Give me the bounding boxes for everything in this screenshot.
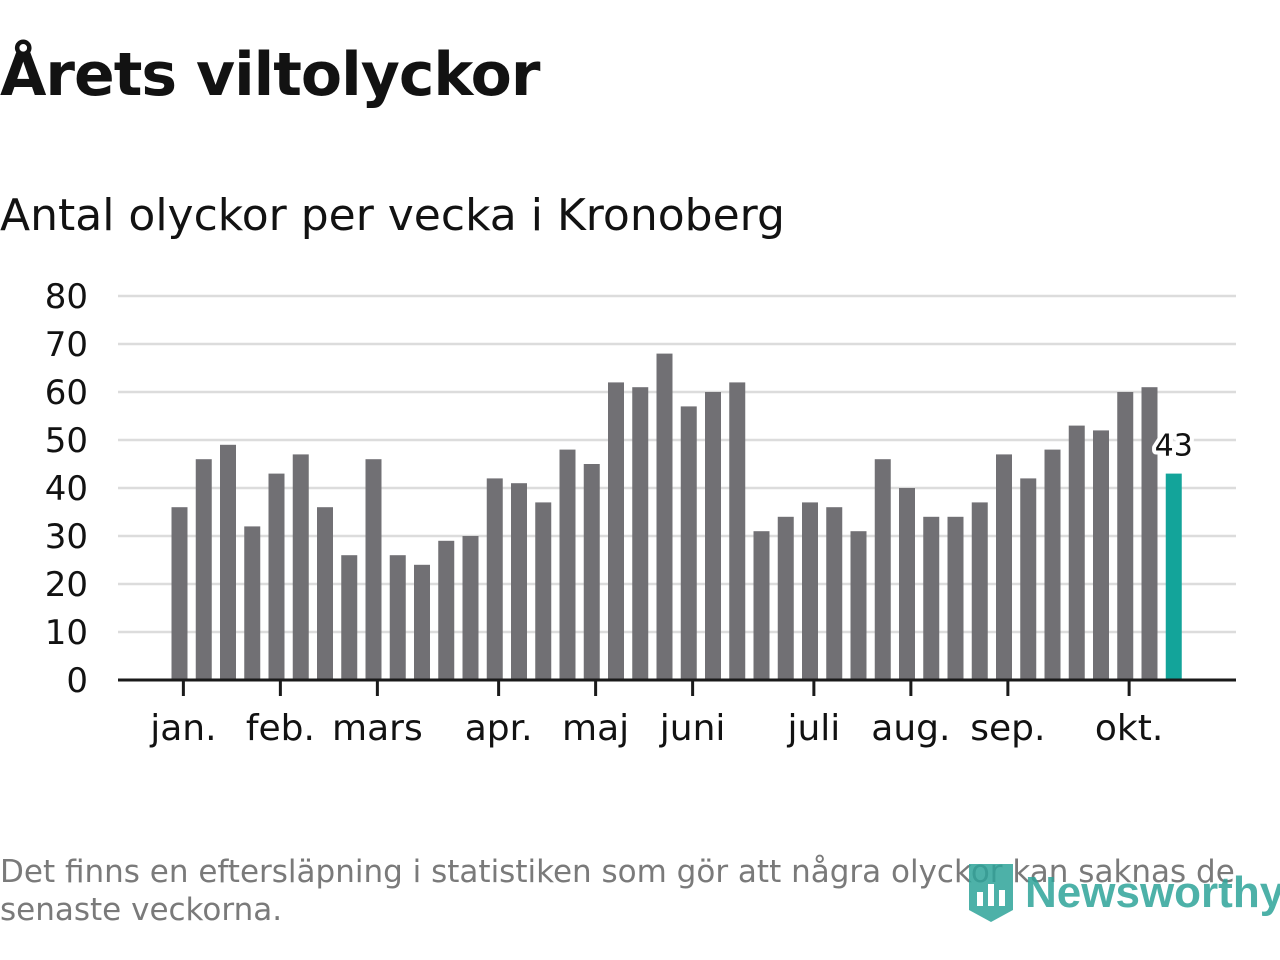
x-tick-label: juni (659, 708, 726, 749)
bar (1117, 392, 1134, 680)
x-tick-label: mars (332, 708, 423, 749)
x-tick-label: sep. (970, 708, 1045, 749)
x-tick-label: jan. (149, 708, 216, 749)
bar (414, 564, 430, 680)
highlight-label-halo: 43 (1155, 429, 1193, 464)
gridlines (118, 294, 1236, 634)
brand-name: Newsworthy (1025, 868, 1280, 917)
bar (1044, 449, 1061, 680)
y-tick-label-20: 20 (45, 565, 88, 605)
bar (632, 387, 649, 680)
bar-highlight (1165, 473, 1182, 680)
bar (171, 507, 188, 680)
bar (1141, 387, 1158, 680)
bar (365, 459, 382, 680)
bar (389, 555, 406, 680)
y-tick-label-60: 60 (45, 373, 88, 413)
bar (268, 473, 285, 680)
highlight-value-label: 43 (1155, 429, 1193, 464)
bar (220, 444, 236, 680)
bar (1068, 425, 1085, 680)
bar (608, 382, 624, 680)
bar (195, 459, 212, 680)
bar (923, 516, 940, 680)
x-tick-label: maj (562, 708, 629, 749)
y-tick-label-30: 30 (45, 517, 88, 557)
bar (777, 516, 794, 680)
bar (705, 392, 721, 680)
bar (729, 382, 746, 680)
bar (341, 555, 358, 680)
bar (1020, 478, 1037, 680)
bar (559, 449, 576, 680)
bar-chart: 0 10 20 30 40 50 60 70 80 jan. feb. mars apr. maj juni… (45, 277, 1236, 749)
bar (244, 526, 261, 680)
axes: 0 10 20 30 40 50 60 70 80 jan. feb. mars apr. maj juni… (45, 277, 1236, 749)
y-tick-label-50: 50 (45, 421, 88, 461)
x-tick-label: juli (786, 708, 840, 749)
bar (899, 488, 915, 680)
x-tick-label: feb. (246, 708, 315, 749)
bar (292, 454, 309, 680)
newsworthy-logo-icon (969, 864, 1013, 922)
footnote: Det finns en eftersläpning i statistiken… (0, 854, 1235, 928)
x-tick-label: apr. (465, 708, 533, 749)
bars (171, 353, 1182, 680)
y-tick-label-10: 10 (45, 613, 88, 653)
bar (802, 502, 818, 680)
bar (1093, 430, 1109, 680)
y-tick-label-80: 80 (45, 277, 88, 317)
bar (656, 353, 673, 680)
bar (486, 478, 503, 680)
x-tick-label: okt. (1095, 708, 1163, 749)
y-tick-label-0: 0 (66, 661, 88, 701)
bar (996, 454, 1012, 680)
chart-title: Årets viltolyckor (0, 40, 540, 110)
bar (680, 406, 697, 680)
brand-logo: Newsworthy (965, 860, 1280, 926)
bar (438, 540, 455, 680)
x-tick-label: aug. (871, 708, 950, 749)
bar (317, 507, 333, 680)
y-tick-label-70: 70 (45, 325, 88, 365)
bar (971, 502, 988, 680)
bar (947, 516, 964, 680)
bar (874, 459, 891, 680)
chart-subtitle: Antal olyckor per vecka i Kronoberg (0, 190, 785, 241)
bar (583, 464, 600, 680)
bar (462, 536, 479, 680)
bar (535, 502, 552, 680)
bar (753, 531, 770, 680)
y-tick-label-40: 40 (45, 469, 88, 509)
bar (850, 531, 867, 680)
bar (826, 507, 843, 680)
bar (511, 483, 527, 680)
